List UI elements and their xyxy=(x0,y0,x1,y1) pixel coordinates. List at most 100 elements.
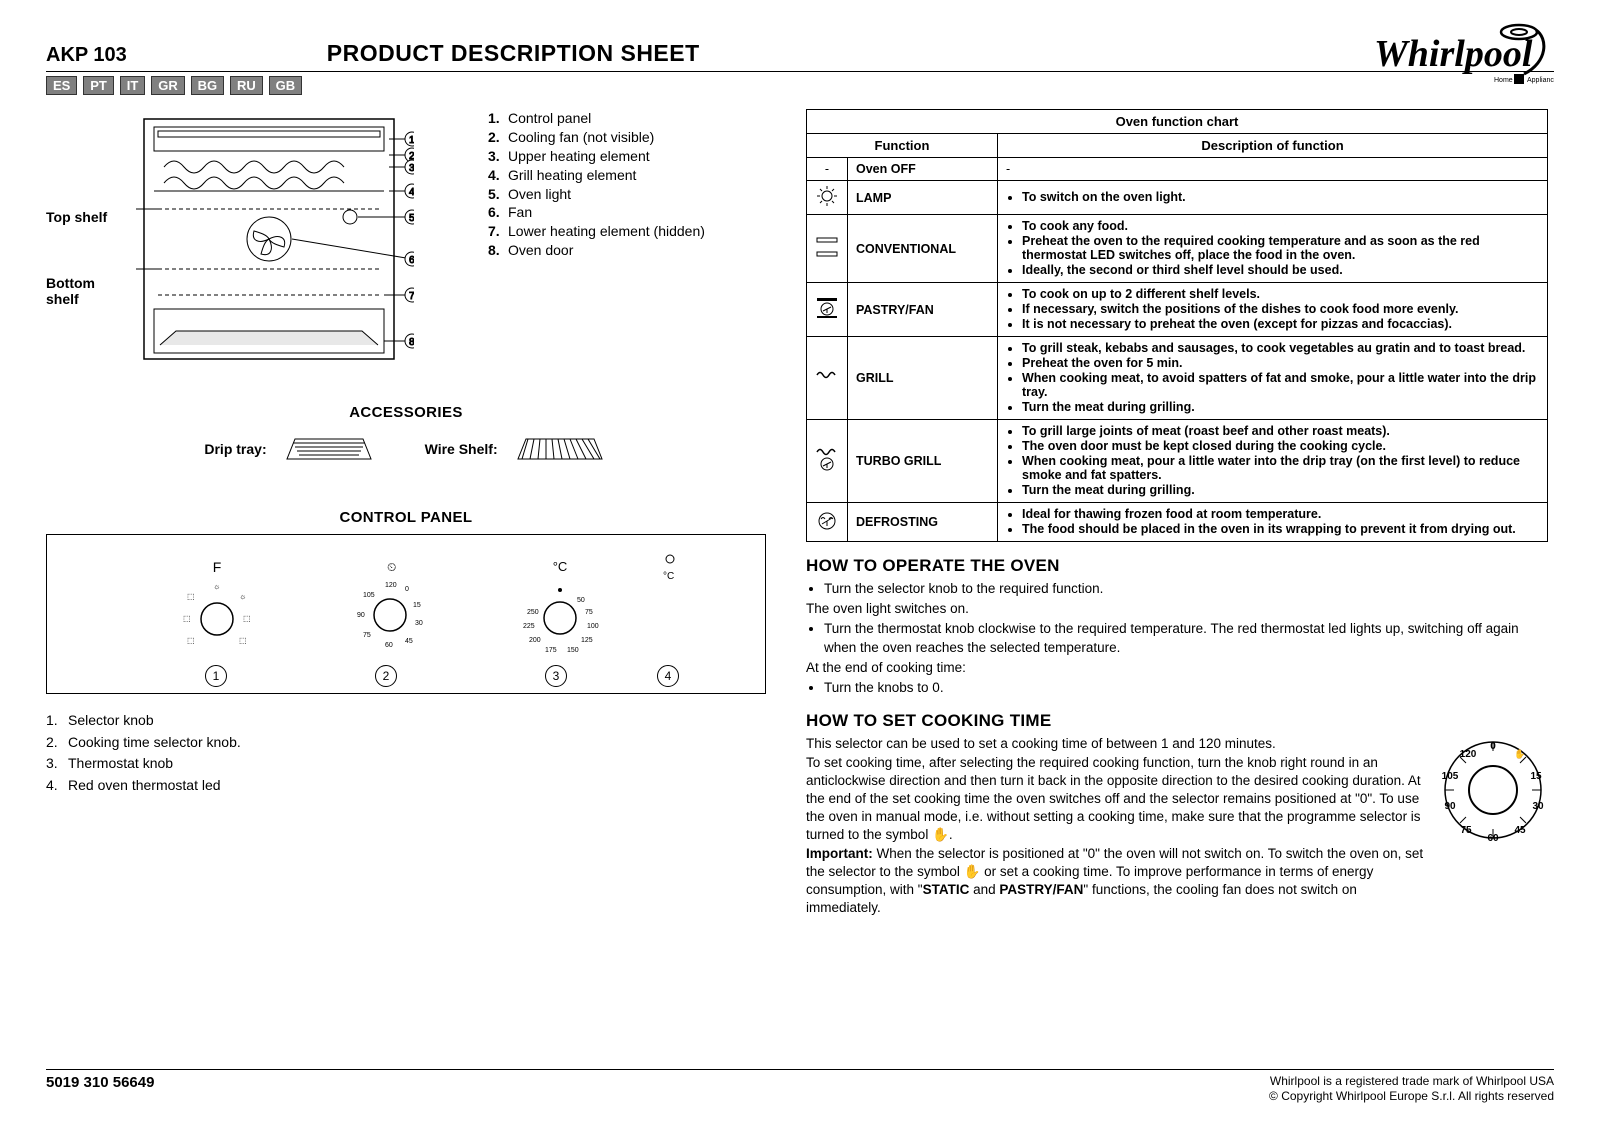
svg-text:8: 8 xyxy=(409,337,414,348)
hand-symbol-icon: ✋ xyxy=(964,864,981,879)
svg-text:⬚: ⬚ xyxy=(187,592,195,601)
cp-legend-2: Cooking time selector knob. xyxy=(46,732,766,754)
hand-symbol-icon: ✋ xyxy=(932,827,949,842)
oven-diagram-icon: 1 2 3 4 5 6 7 8 xyxy=(134,109,414,379)
svg-text:250: 250 xyxy=(527,609,539,616)
pastryfan-icon xyxy=(815,296,839,320)
oven-parts-list: Control panel Cooling fan (not visible) … xyxy=(488,109,705,382)
drip-tray-label: Drip tray: xyxy=(204,441,266,457)
page-title: PRODUCT DESCRIPTION SHEET xyxy=(327,40,700,67)
timer-dial-icon: 0 ✋ 15 30 45 60 75 90 105 120 xyxy=(1438,735,1548,845)
svg-text:7: 7 xyxy=(409,291,414,302)
cp-legend-1: Selector knob xyxy=(46,710,766,732)
svg-text:3: 3 xyxy=(409,163,414,174)
cp-legend-3: Thermostat knob xyxy=(46,753,766,775)
part-8: Oven door xyxy=(488,241,705,260)
svg-text:0: 0 xyxy=(405,586,409,593)
thermostat-led-icon: °C xyxy=(655,549,685,589)
svg-text:⏲: ⏲ xyxy=(387,560,396,574)
cp-marker-2: 2 xyxy=(375,665,397,687)
thermostat-knob-icon: 5075 100125 150175 200225 250 xyxy=(515,574,605,658)
wire-shelf-icon xyxy=(512,429,608,469)
thermostat-c-label: °C xyxy=(515,559,605,574)
footer-code: 5019 310 56649 xyxy=(46,1074,154,1105)
svg-text:225: 225 xyxy=(523,623,535,630)
accessories-heading: ACCESSORIES xyxy=(46,404,766,421)
footer-trademark: Whirlpool is a registered trade mark of … xyxy=(1269,1074,1554,1090)
lang-it: IT xyxy=(120,76,146,95)
oven-function-chart: Oven function chart Function Description… xyxy=(806,109,1548,542)
control-panel-legend: Selector knob Cooking time selector knob… xyxy=(46,710,766,797)
part-2: Cooling fan (not visible) xyxy=(488,128,705,147)
chart-title: Oven function chart xyxy=(807,110,1548,134)
svg-text:☼: ☼ xyxy=(213,582,220,591)
chart-col-desc: Description of function xyxy=(998,134,1548,158)
lang-gr: GR xyxy=(151,76,185,95)
cp-marker-1: 1 xyxy=(205,665,227,687)
svg-text:4: 4 xyxy=(409,187,414,198)
control-panel-diagram: F ☼ ⬚☼ ⬚⬚ ⬚⬚ ⏲ 1200 xyxy=(46,534,766,694)
svg-text:15: 15 xyxy=(1530,771,1542,782)
chart-row-grill: GRILL To grill steak, kebabs and sausage… xyxy=(807,337,1548,420)
svg-text:200: 200 xyxy=(529,637,541,644)
cp-legend-4: Red oven thermostat led xyxy=(46,775,766,797)
part-7: Lower heating element (hidden) xyxy=(488,222,705,241)
part-5: Oven light xyxy=(488,185,705,204)
cooktime-heading: HOW TO SET COOKING TIME xyxy=(806,711,1548,731)
lang-es: ES xyxy=(46,76,77,95)
svg-text:120: 120 xyxy=(385,582,397,589)
model-code: AKP 103 xyxy=(46,44,127,67)
svg-text:Whirlpool: Whirlpool xyxy=(1374,33,1533,75)
brand-logo: Whirlpool Home Appliances xyxy=(1374,18,1554,93)
svg-text:6: 6 xyxy=(409,255,414,266)
page-footer: 5019 310 56649 Whirlpool is a registered… xyxy=(46,1069,1554,1105)
chart-row-turbogrill: TURBO GRILL To grill large joints of mea… xyxy=(807,420,1548,503)
svg-text:75: 75 xyxy=(585,609,593,616)
svg-text:⬚: ⬚ xyxy=(239,636,247,645)
control-panel-heading: CONTROL PANEL xyxy=(46,509,766,526)
svg-text:120: 120 xyxy=(1460,749,1477,760)
svg-text:45: 45 xyxy=(405,638,413,645)
svg-text:⬚: ⬚ xyxy=(183,614,191,623)
svg-text:°C: °C xyxy=(663,571,674,582)
bottom-shelf-label: Bottom shelf xyxy=(46,275,120,307)
footer-copyright: © Copyright Whirlpool Europe S.r.l. All … xyxy=(1269,1089,1554,1105)
chart-col-function: Function xyxy=(807,134,998,158)
svg-text:✋: ✋ xyxy=(1514,748,1525,759)
cp-marker-3: 3 xyxy=(545,665,567,687)
grill-icon xyxy=(815,369,839,385)
chart-row-lamp: LAMP To switch on the oven light. xyxy=(807,181,1548,215)
turbogrill-icon xyxy=(815,447,839,473)
defrost-icon xyxy=(815,509,839,533)
svg-text:⬚: ⬚ xyxy=(243,614,251,623)
lamp-icon xyxy=(816,185,838,207)
oven-diagram-row: Top shelf Bottom shelf xyxy=(46,109,766,382)
operate-body: Turn the selector knob to the required f… xyxy=(806,580,1548,697)
cooktime-body: This selector can be used to set a cooki… xyxy=(806,735,1424,917)
part-4: Grill heating element xyxy=(488,166,705,185)
part-6: Fan xyxy=(488,203,705,222)
part-1: Control panel xyxy=(488,109,705,128)
svg-text:100: 100 xyxy=(587,623,599,630)
document-header: AKP 103 PRODUCT DESCRIPTION SHEET Whirlp… xyxy=(46,40,1554,72)
svg-text:⬚: ⬚ xyxy=(187,636,195,645)
svg-text:30: 30 xyxy=(1532,801,1544,812)
svg-text:1: 1 xyxy=(409,135,414,146)
top-shelf-label: Top shelf xyxy=(46,209,120,225)
timer-knob-icon: ⏲ 1200 10515 9030 7545 60 xyxy=(345,559,435,655)
conventional-icon xyxy=(815,236,839,258)
lang-ru: RU xyxy=(230,76,263,95)
svg-text:60: 60 xyxy=(385,642,393,649)
selector-f-label: F xyxy=(177,559,257,575)
svg-text:75: 75 xyxy=(1460,825,1472,836)
chart-row-conventional: CONVENTIONAL To cook any food. Preheat t… xyxy=(807,215,1548,283)
svg-text:Appliances: Appliances xyxy=(1527,77,1554,84)
accessory-wire-shelf: Wire Shelf: xyxy=(425,429,608,469)
cp-marker-4: 4 xyxy=(657,665,679,687)
drip-tray-icon xyxy=(281,429,377,469)
svg-text:150: 150 xyxy=(567,647,579,654)
svg-text:125: 125 xyxy=(581,637,593,644)
chart-row-off: - Oven OFF - xyxy=(807,158,1548,181)
selector-knob-icon: ☼ ⬚☼ ⬚⬚ ⬚⬚ xyxy=(177,575,257,655)
svg-text:50: 50 xyxy=(577,597,585,604)
